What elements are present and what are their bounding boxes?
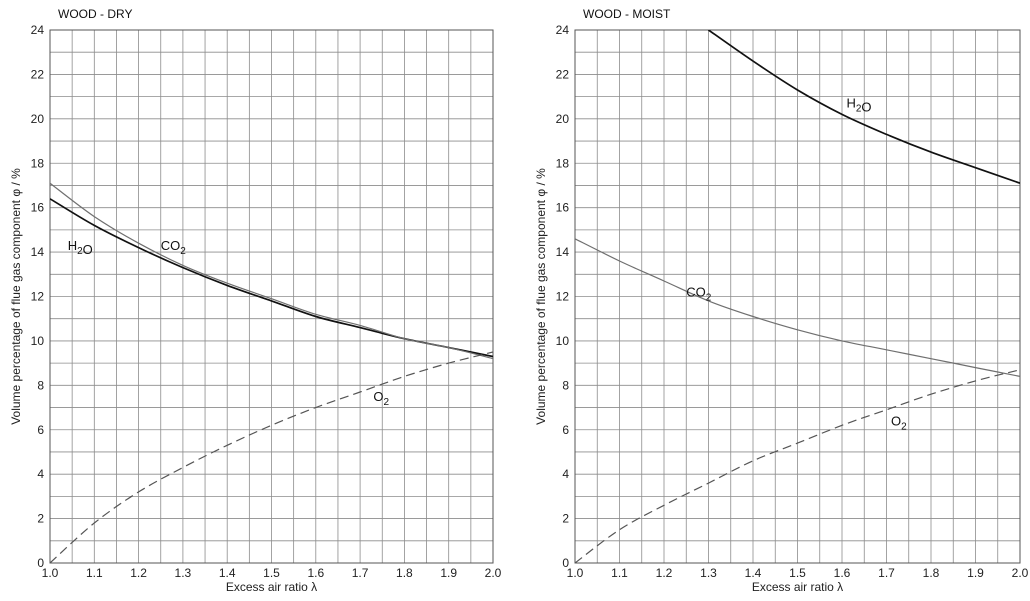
chart-panel-wood-moist: 1.0 1.1 1.2 1.3 1.4 1.5 1.6 1.7 1.8 1.9 2.00246810…	[534, 7, 1029, 594]
grid	[574, 29, 1021, 564]
series-line-co2	[575, 238, 1020, 377]
series-line-h2o	[708, 30, 1020, 185]
series-group	[575, 30, 1020, 563]
y-tick-label: 22	[31, 67, 45, 81]
x-tick-label: 1.5	[263, 566, 280, 580]
y-tick-label: 4	[562, 467, 569, 481]
y-tick-label: 12	[556, 290, 570, 304]
y-axis-label: Volume percentage of flue gas component …	[534, 168, 548, 425]
y-axis-label: Volume percentage of flue gas component …	[9, 168, 23, 425]
y-tick-label: 8	[37, 378, 44, 392]
x-tick-label: 1.2	[130, 566, 147, 580]
x-tick-label: 1.4	[745, 566, 762, 580]
x-tick-label: 1.6	[834, 566, 851, 580]
x-tick-label: 1.7	[878, 566, 895, 580]
x-tick-label: 2.0	[1012, 566, 1029, 580]
x-tick-label: 1.8	[396, 566, 413, 580]
series-line-co2	[50, 182, 493, 360]
x-tick-label: 1.4	[219, 566, 236, 580]
series-label-o2: O2	[891, 413, 907, 432]
y-tick-label: 10	[31, 334, 45, 348]
x-tick-label: 1.3	[175, 566, 192, 580]
series-label-o2: O2	[373, 389, 389, 408]
x-tick-label: 1.2	[656, 566, 673, 580]
series-label-co2: CO2	[161, 238, 187, 257]
x-tick-label: 1.1	[86, 566, 103, 580]
y-tick-label: 18	[31, 156, 45, 170]
y-tick-label: 24	[31, 23, 45, 37]
x-axis-label: Excess air ratio λ	[752, 580, 843, 594]
y-tick-label: 6	[562, 423, 569, 437]
y-tick-label: 4	[37, 467, 44, 481]
x-tick-label: 1.6	[307, 566, 324, 580]
y-tick-label: 16	[31, 201, 45, 215]
x-tick-label: 1.9	[967, 566, 984, 580]
y-tick-label: 10	[556, 334, 570, 348]
x-tick-label: 1.0	[42, 566, 59, 580]
y-tick-label: 16	[556, 201, 570, 215]
y-tick-label: 0	[37, 556, 44, 570]
x-tick-label: 1.5	[789, 566, 806, 580]
series-label-h2o: H2O	[846, 96, 871, 115]
x-tick-label: 2.0	[485, 566, 502, 580]
y-tick-label: 2	[37, 512, 44, 526]
grid	[49, 29, 494, 564]
chart-title: WOOD - MOIST	[583, 7, 671, 21]
y-tick-label: 8	[562, 378, 569, 392]
y-tick-label: 22	[556, 67, 570, 81]
y-tick-label: 12	[31, 290, 45, 304]
x-tick-label: 1.3	[700, 566, 717, 580]
y-tick-label: 2	[562, 512, 569, 526]
chart-title: WOOD - DRY	[58, 7, 132, 21]
series-label-co2: CO2	[686, 285, 712, 304]
x-axis-label: Excess air ratio λ	[226, 580, 317, 594]
x-tick-label: 1.7	[352, 566, 369, 580]
plot-frame	[49, 29, 494, 564]
series-group	[50, 182, 493, 563]
series-line-o2	[575, 369, 1020, 563]
y-tick-label: 14	[31, 245, 45, 259]
y-tick-label: 18	[556, 156, 570, 170]
y-tick-label: 6	[37, 423, 44, 437]
plot-frame	[574, 29, 1021, 564]
series-label-h2o: H2O	[68, 238, 93, 257]
x-tick-label: 1.9	[440, 566, 457, 580]
y-tick-label: 24	[556, 23, 570, 37]
series-line-o2	[50, 351, 493, 563]
y-tick-label: 20	[31, 112, 45, 126]
y-tick-label: 0	[562, 556, 569, 570]
x-tick-label: 1.8	[923, 566, 940, 580]
chart-panel-wood-dry: 1.0 1.1 1.2 1.3 1.4 1.5 1.6 1.7 1.8 1.9 2.00246810…	[9, 7, 502, 594]
x-tick-label: 1.1	[611, 566, 628, 580]
y-tick-label: 20	[556, 112, 570, 126]
y-tick-label: 14	[556, 245, 570, 259]
x-tick-label: 1.0	[567, 566, 584, 580]
